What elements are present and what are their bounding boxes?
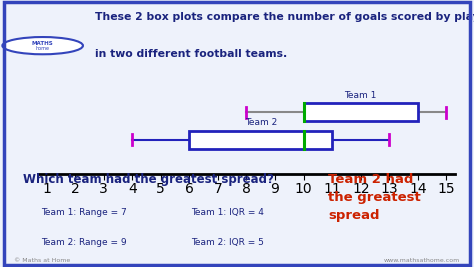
Text: Which team had the greatest spread?: Which team had the greatest spread? xyxy=(23,173,274,186)
Text: Team 1: Team 1 xyxy=(345,91,377,100)
Text: Team 2 had
the greatest
spread: Team 2 had the greatest spread xyxy=(328,173,421,222)
Text: Team 1: IQR = 4: Team 1: IQR = 4 xyxy=(191,208,264,217)
Text: Team 2: Range = 9: Team 2: Range = 9 xyxy=(41,238,127,247)
Bar xyxy=(189,131,332,148)
Bar xyxy=(304,104,418,121)
Text: © Maths at Home: © Maths at Home xyxy=(14,258,70,263)
Text: These 2 box plots compare the number of goals scored by players: These 2 box plots compare the number of … xyxy=(95,12,474,22)
Text: www.mathsathome.com: www.mathsathome.com xyxy=(384,258,460,263)
Text: Team 2: Team 2 xyxy=(245,118,277,127)
Text: home: home xyxy=(36,46,50,51)
Text: Team 2: IQR = 5: Team 2: IQR = 5 xyxy=(191,238,264,247)
Text: Team 1: Range = 7: Team 1: Range = 7 xyxy=(41,208,127,217)
Circle shape xyxy=(2,37,83,54)
Text: MATHS: MATHS xyxy=(32,41,54,46)
Text: in two different football teams.: in two different football teams. xyxy=(95,49,287,59)
